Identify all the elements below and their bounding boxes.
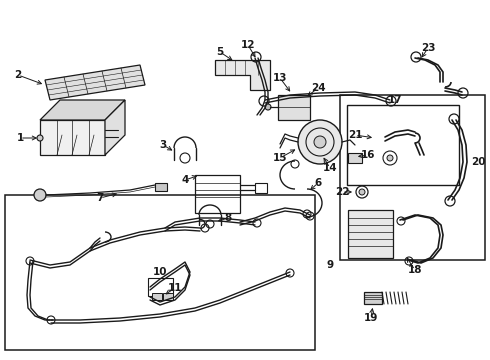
Polygon shape: [45, 65, 145, 100]
Polygon shape: [105, 100, 125, 155]
Bar: [152, 293, 162, 300]
Text: 6: 6: [315, 178, 321, 188]
Circle shape: [37, 135, 43, 141]
Text: 17: 17: [388, 95, 402, 105]
Bar: [348, 153, 362, 163]
Circle shape: [314, 136, 326, 148]
Circle shape: [387, 155, 393, 161]
Text: 8: 8: [224, 213, 232, 223]
Polygon shape: [278, 95, 310, 120]
Text: 22: 22: [335, 187, 349, 197]
Bar: [348, 210, 393, 258]
Text: 5: 5: [217, 47, 223, 57]
Text: 2: 2: [14, 70, 22, 80]
Text: 7: 7: [97, 193, 104, 203]
Text: 12: 12: [241, 40, 255, 50]
Text: 16: 16: [361, 150, 375, 160]
Text: 15: 15: [273, 153, 287, 163]
Text: 24: 24: [311, 83, 325, 93]
Bar: [195, 175, 240, 213]
Circle shape: [359, 189, 365, 195]
Bar: [255, 183, 267, 193]
Text: 21: 21: [348, 130, 362, 140]
Circle shape: [34, 189, 46, 201]
Text: 14: 14: [323, 163, 337, 173]
Text: 23: 23: [421, 43, 435, 53]
Bar: [148, 278, 173, 296]
Bar: [364, 292, 382, 304]
Bar: [347, 105, 459, 185]
Bar: [5, 195, 315, 350]
Polygon shape: [40, 100, 125, 120]
Circle shape: [265, 104, 271, 110]
Polygon shape: [40, 120, 105, 155]
Text: 13: 13: [273, 73, 287, 83]
Text: 11: 11: [168, 283, 182, 293]
Text: 3: 3: [159, 140, 167, 150]
Text: 9: 9: [326, 260, 334, 270]
Text: 1: 1: [16, 133, 24, 143]
Text: 4: 4: [181, 175, 189, 185]
Bar: [163, 293, 173, 300]
Text: 18: 18: [408, 265, 422, 275]
Text: 10: 10: [153, 267, 167, 277]
Bar: [155, 183, 167, 191]
Bar: [340, 95, 485, 260]
Text: 20: 20: [471, 157, 485, 167]
Polygon shape: [215, 60, 270, 90]
Circle shape: [298, 120, 342, 164]
Text: 19: 19: [364, 313, 378, 323]
